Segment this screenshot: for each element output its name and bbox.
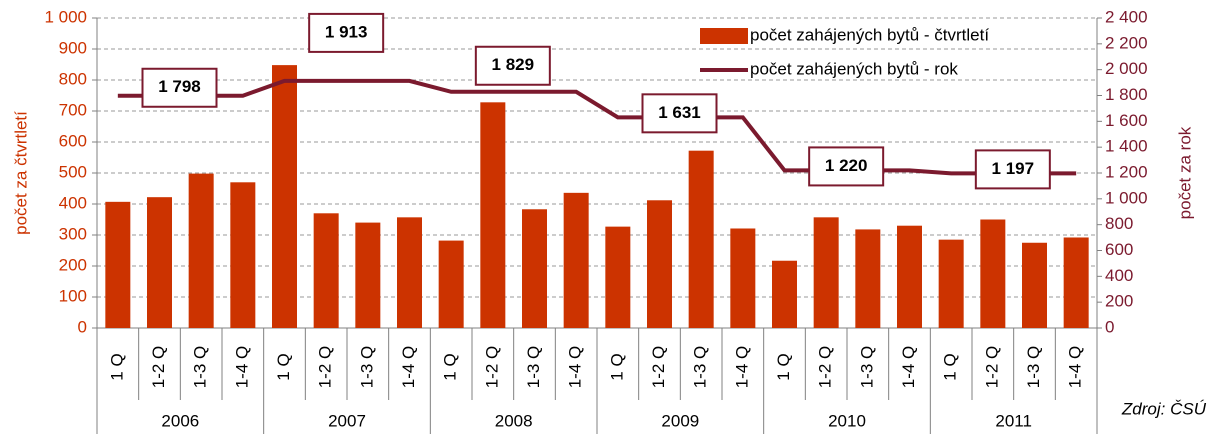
label-box [974,149,1051,190]
bar [1063,237,1089,328]
year-label: 2010 [828,411,866,430]
x-tick-label: 1 Q [941,353,960,380]
y2-tick-label: 600 [1105,240,1133,259]
bar [1022,242,1047,328]
bar [938,239,964,328]
bar [397,217,422,328]
y2-tick-label: 800 [1105,214,1133,233]
y-axis-title: počet za čtvrtletí [11,111,30,235]
bar [855,229,881,328]
y2-tick-label: 1 200 [1105,162,1148,181]
label-box [474,45,551,86]
year-label: 2009 [661,411,699,430]
x-tick-label: 1-3 Q [524,346,543,389]
x-tick-label: 1-2 Q [149,346,168,389]
bar [230,182,256,328]
legend-label: počet zahájených bytů - čtvrtletí [750,25,989,44]
label-box [141,67,218,108]
bar [147,197,172,328]
y-tick-label: 100 [59,286,87,305]
x-tick-label: 1-3 Q [357,346,376,389]
y2-tick-label: 2 000 [1105,59,1148,78]
data-label: 1 798 [158,77,201,96]
y-tick-label: 200 [59,255,87,274]
bar [772,260,797,328]
x-tick-label: 1-2 Q [316,346,335,389]
y-tick-label: 400 [59,193,87,212]
year-label: 2006 [161,411,199,430]
bar [480,102,506,328]
y2-tick-label: 1 000 [1105,188,1148,207]
bar [980,219,1006,328]
y2-tick-label: 1 400 [1105,137,1148,156]
label-box [808,146,885,187]
x-tick-label: 1-2 Q [982,346,1001,389]
year-label: 2011 [995,411,1032,430]
bar [688,150,714,328]
x-tick-label: 1-2 Q [649,346,668,389]
bar [563,192,589,328]
x-tick-label: 1-3 Q [191,346,210,389]
x-tick-label: 1-3 Q [857,346,876,389]
x-tick-label: 1-2 Q [816,346,835,389]
year-label: 2008 [495,411,533,430]
x-tick-label: 1-4 Q [232,346,251,389]
x-tick-label: 1-4 Q [899,346,918,389]
label-box [308,12,385,53]
x-tick-label: 1-4 Q [566,346,585,389]
label-box [641,93,718,134]
x-tick-label: 1 Q [274,353,293,380]
y-tick-label: 800 [59,69,87,88]
y-tick-label: 700 [59,100,87,119]
legend-swatch [700,28,748,44]
x-tick-label: 1 Q [441,353,460,380]
x-tick-label: 1-4 Q [1066,346,1085,389]
data-label: 1 220 [825,156,868,175]
y-tick-label: 0 [78,317,87,336]
year-label: 2007 [328,411,366,430]
x-tick-label: 1-3 Q [1024,346,1043,389]
bar [105,201,131,328]
data-label: 1 631 [658,103,701,122]
bar [813,217,839,328]
y-tick-label: 300 [59,224,87,243]
line [117,78,1077,176]
bar [605,226,631,328]
bar [647,200,672,328]
x-tick-label: 1 Q [774,353,793,380]
y-tick-label: 600 [59,131,87,150]
bar [897,225,922,328]
y2-tick-label: 1 800 [1105,85,1148,104]
x-tick-label: 1-4 Q [732,346,751,389]
x-tick-label: 1-4 Q [399,346,418,389]
data-label: 1 829 [492,55,535,74]
y-tick-label: 1 000 [44,7,87,26]
x-tick-label: 1 Q [107,353,126,380]
data-label: 1 913 [325,22,368,41]
y-tick-label: 500 [59,162,87,181]
y2-tick-label: 2 400 [1105,7,1148,26]
bar [272,65,297,329]
x-tick-label: 1 Q [607,353,626,380]
bar [522,209,547,328]
y2-axis-title: počet za rok [1175,126,1194,219]
bar [313,213,339,328]
y2-tick-label: 2 200 [1105,33,1148,52]
bar [188,173,214,328]
legend-label: počet zahájených bytů - rok [750,59,958,78]
y2-tick-label: 0 [1105,317,1114,336]
bar [730,228,756,328]
x-tick-label: 1-2 Q [482,346,501,389]
bar [438,240,464,328]
y2-tick-label: 200 [1105,292,1133,311]
data-label: 1 197 [992,159,1035,178]
bar [355,222,381,328]
y2-tick-label: 400 [1105,266,1133,285]
source: Zdroj: ČSÚ [1121,399,1207,418]
x-tick-label: 1-3 Q [691,346,710,389]
y2-tick-label: 1 600 [1105,111,1148,130]
y-tick-label: 900 [59,38,87,57]
